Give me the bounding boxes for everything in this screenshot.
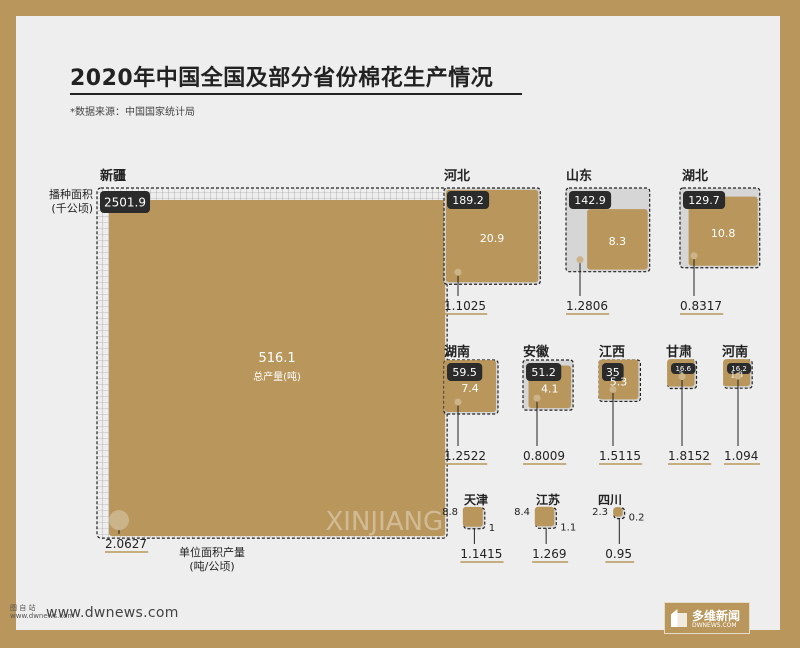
province-8-yield-value: 1.094 — [724, 449, 758, 463]
province-9-area-value: 8.8 — [442, 507, 458, 518]
province-2-name: 山东 — [566, 168, 592, 184]
province-11-output-value: 0.2 — [629, 513, 645, 524]
province-9-output-value: 1 — [489, 523, 495, 534]
province-11-area-value: 2.3 — [592, 507, 608, 518]
province-1-name: 河北 — [444, 168, 470, 184]
province-1-area-value: 189.2 — [452, 194, 484, 207]
province-3-area-pill — [683, 191, 726, 209]
title-underline — [70, 93, 522, 95]
province-6-yield-dot — [609, 385, 617, 393]
province-1-yield-value: 1.1025 — [444, 299, 486, 313]
province-0-area-value: 2501.9 — [104, 195, 146, 209]
province-9-output-square — [462, 506, 483, 527]
chart-title: 2020年中国全国及部分省份棉花生产情况 — [70, 66, 494, 91]
province-2-output-value: 8.3 — [609, 235, 627, 248]
province-5-yield-dot — [533, 394, 541, 402]
province-7-yield-value: 1.8152 — [668, 449, 710, 463]
province-8-yield-dot — [734, 372, 742, 380]
province-3-yield-value: 0.8317 — [680, 299, 722, 313]
province-2-area-pill — [569, 191, 612, 209]
brand-url: DWNEWS.COM — [692, 622, 737, 629]
province-6-yield-value: 1.5115 — [599, 449, 641, 463]
province-1-area-pill — [447, 191, 490, 209]
province-3-yield-dot — [690, 252, 698, 260]
province-3-area-value: 129.7 — [688, 194, 720, 207]
brand-logo-icon — [671, 609, 678, 627]
website-url: www.dwnews.com — [46, 605, 179, 621]
province-11-name: 四川 — [598, 493, 622, 507]
province-2-yield-dot — [576, 256, 584, 264]
province-4-area-pill — [447, 363, 483, 381]
province-6-area-value: 35 — [606, 366, 620, 379]
province-4-yield-dot — [454, 398, 462, 406]
province-11-yield-value: 0.95 — [605, 547, 632, 561]
province-7-area-pill — [671, 363, 696, 374]
province-6-name: 江西 — [599, 344, 625, 360]
data-source-note: *数据来源：中国国家统计局 — [70, 107, 195, 118]
province-6-area-pill — [602, 363, 624, 381]
area-legend-unit: (千公顷) — [51, 202, 93, 215]
brand-logo-icon-part — [677, 613, 687, 627]
province-5-output-value: 4.1 — [541, 383, 559, 396]
province-4-output-value: 7.4 — [461, 382, 479, 395]
province-0-area-pill — [100, 191, 150, 213]
yield-legend-unit: (吨/公顷) — [189, 560, 234, 573]
province-6-output-value: 5.3 — [610, 375, 628, 388]
province-10-name: 江苏 — [536, 492, 560, 507]
province-4-name: 湖南 — [444, 344, 470, 360]
province-3-output-value: 10.8 — [711, 227, 736, 240]
province-0-name: 新疆 — [100, 168, 126, 184]
province-7-area-value: 16.6 — [675, 365, 691, 373]
province-3-output-square — [688, 196, 758, 266]
area-legend-label: 播种面积 — [49, 187, 93, 201]
province-5-name: 安徽 — [523, 344, 550, 360]
province-7-name: 甘肃 — [666, 344, 692, 360]
province-4-area-value: 59.5 — [452, 366, 477, 379]
watermark-logo: 图 自 站 www.dwnews.com — [10, 604, 75, 620]
province-2-yield-value: 1.2806 — [566, 299, 608, 313]
province-10-area-value: 8.4 — [514, 507, 530, 518]
province-5-area-value: 51.2 — [531, 366, 556, 379]
province-9-yield-value: 1.1415 — [460, 547, 502, 561]
province-10-yield-value: 1.269 — [532, 547, 566, 561]
province-8-name: 河南 — [722, 344, 748, 360]
province-5-area-pill — [526, 363, 562, 381]
province-8-area-pill — [727, 363, 752, 374]
brand-badge: 多维新闻 DWNEWS.COM — [664, 602, 750, 634]
province-9-name: 天津 — [464, 492, 488, 507]
province-0-output-square — [109, 200, 446, 537]
province-0-output-value: 516.1 — [258, 351, 295, 366]
province-0-yield-dot — [109, 510, 129, 531]
province-0-yield-value: 2.0627 — [105, 537, 147, 551]
province-2-output-square — [587, 209, 648, 270]
province-11-output-square — [613, 507, 623, 517]
output-legend-label: 总产量(吨) — [253, 370, 301, 383]
province-4-yield-value: 1.2522 — [444, 449, 486, 463]
province-3-name: 湖北 — [682, 169, 708, 184]
province-1-output-square — [445, 189, 539, 283]
province-10-output-square — [534, 506, 555, 527]
province-8-area-value: 16.2 — [731, 365, 747, 373]
province-1-yield-dot — [454, 268, 462, 276]
province-2-area-value: 142.9 — [574, 194, 606, 207]
province-1-output-value: 20.9 — [480, 232, 505, 245]
yield-legend-label: 单位面积产量 — [179, 545, 245, 559]
province-7-yield-dot — [678, 373, 686, 381]
province-10-output-value: 1.1 — [560, 522, 576, 533]
brand-name: 多维新闻 — [692, 609, 741, 623]
province-5-yield-value: 0.8009 — [523, 449, 565, 463]
xinjiang-watermark: XINJIANG — [325, 507, 443, 537]
